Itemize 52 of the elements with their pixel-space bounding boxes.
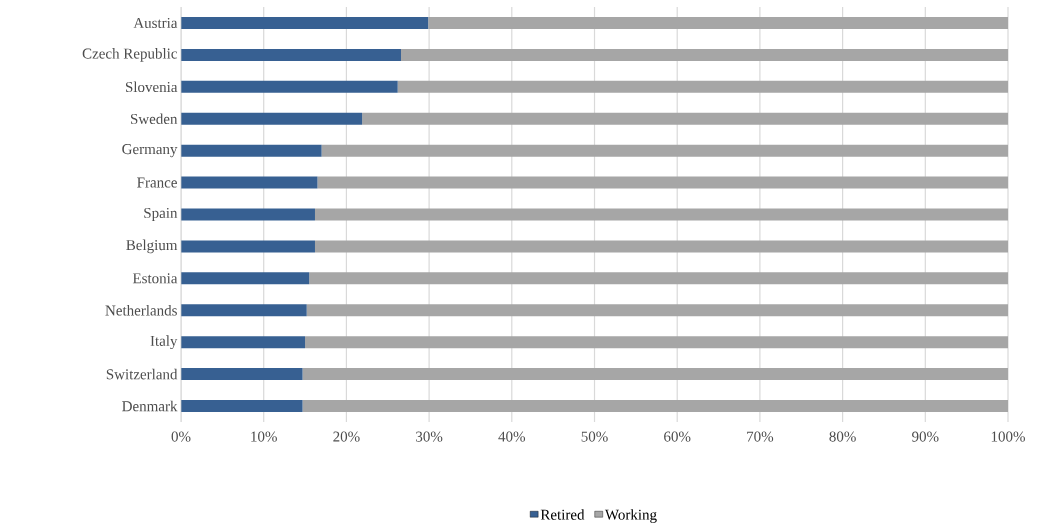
legend-label: Retired [540, 509, 585, 520]
bar [181, 208, 315, 221]
y-tick-label: Denmark [122, 400, 178, 412]
x-tick-label: 70% [747, 431, 774, 442]
bar [181, 176, 318, 189]
y-tick-label: France [137, 177, 177, 188]
bar [314, 240, 1009, 253]
bar [309, 272, 1009, 285]
y-tick-label: Spain [144, 207, 178, 222]
bar [181, 16, 429, 29]
y-tick-label: Estonia [132, 273, 178, 284]
y-tick-label: Austria [133, 17, 178, 28]
bar [302, 368, 1009, 381]
bar [397, 80, 1009, 93]
x-tick-label: 40% [498, 431, 526, 442]
y-tick-label: Belgium [126, 239, 178, 254]
x-tick-label: 0% [171, 431, 191, 442]
y-tick-label: Italy [150, 335, 178, 349]
x-tick-label: 30% [416, 431, 443, 442]
bar [400, 48, 1009, 61]
bar [302, 399, 1009, 412]
x-tick-label: 50% [581, 431, 608, 442]
bar [305, 336, 1009, 349]
bar [306, 304, 1009, 317]
y-tick-label: Sweden [130, 113, 178, 124]
bar [181, 272, 310, 285]
y-tick-label: Switzerland [106, 368, 178, 380]
bar [181, 144, 322, 157]
x-tick-label: 20% [333, 431, 360, 442]
bar [314, 208, 1009, 221]
x-tick-label: 60% [664, 431, 691, 442]
y-tick-label: Slovenia [125, 81, 178, 93]
legend-label: Working [604, 509, 657, 523]
bar [181, 240, 315, 253]
bar [181, 336, 306, 349]
x-tick-label: 90% [912, 431, 939, 442]
bar [428, 16, 1009, 29]
bar [321, 144, 1009, 157]
bar [317, 176, 1009, 189]
x-tick-label: 100% [991, 431, 1025, 442]
bar [181, 112, 363, 125]
bar [181, 304, 307, 317]
y-tick-label: Germany [122, 144, 178, 158]
bar [181, 399, 303, 412]
bar [362, 112, 1009, 125]
bar [181, 48, 401, 61]
y-tick-label: Netherlands [105, 304, 177, 316]
bar [181, 80, 398, 93]
x-tick-label: 10% [251, 431, 277, 442]
bar [181, 368, 303, 381]
x-tick-label: 80% [829, 431, 856, 442]
y-tick-label: Czech Republic [82, 48, 178, 62]
